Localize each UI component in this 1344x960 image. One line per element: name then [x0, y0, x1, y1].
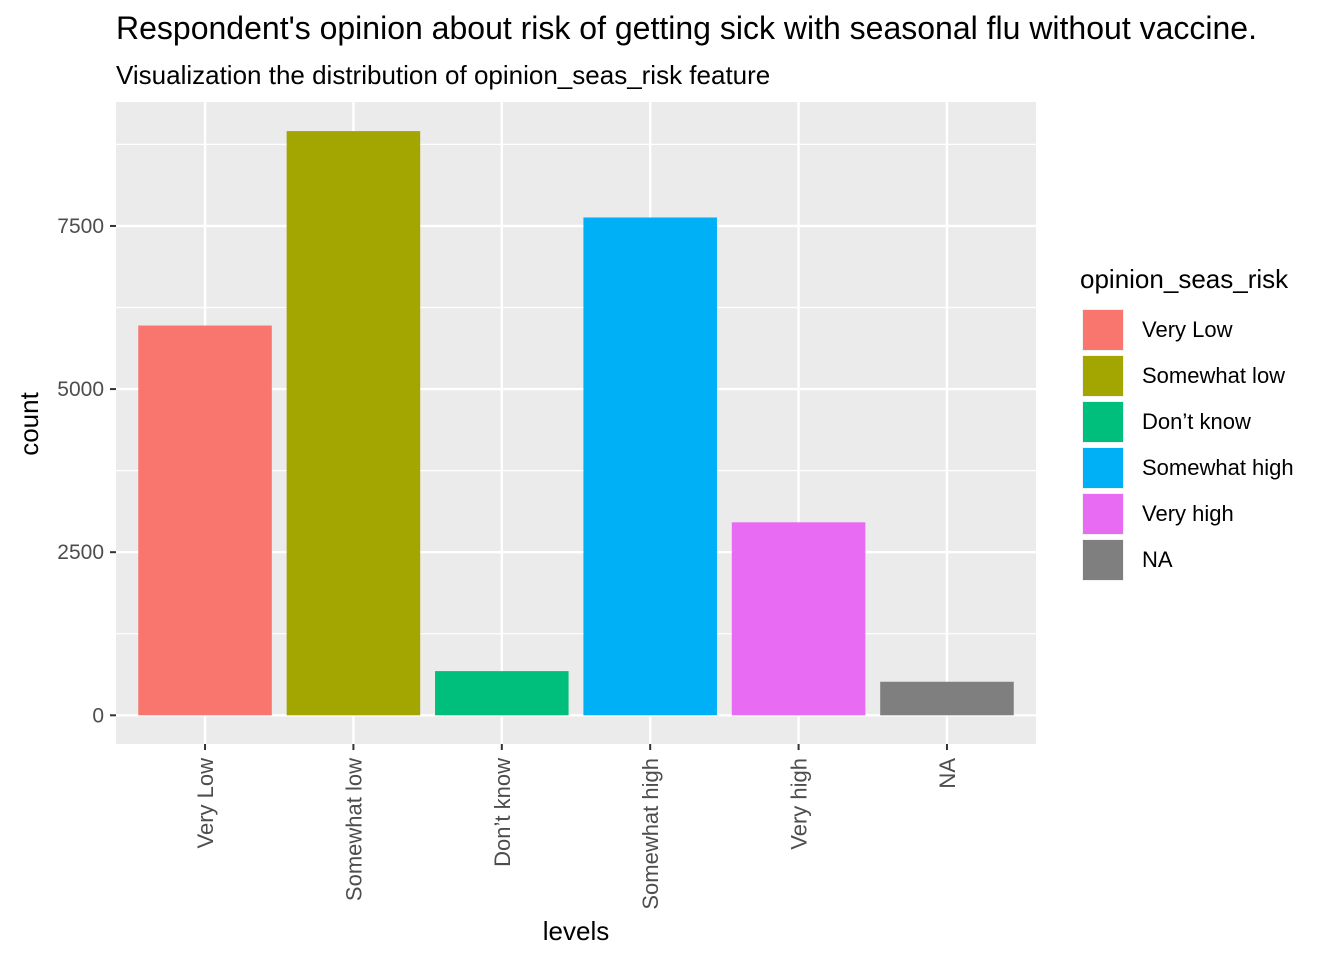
x-tick-label: Somewhat high: [638, 758, 663, 910]
legend-color-key: [1082, 309, 1124, 351]
y-axis: 0 2500 5000 7500: [57, 215, 116, 727]
legend-color-key: [1082, 355, 1124, 397]
legend-label: Somewhat high: [1142, 455, 1294, 480]
x-tick-label: Very high: [787, 758, 812, 850]
x-tick-label: Somewhat low: [341, 758, 366, 901]
chart-subtitle: Visualization the distribution of opinio…: [116, 60, 771, 90]
x-axis-title: levels: [543, 916, 609, 946]
legend-item: Very high: [1080, 491, 1294, 537]
legend-label: NA: [1142, 547, 1173, 572]
x-tick-label: Very Low: [193, 758, 218, 849]
chart-title: Respondent's opinion about risk of getti…: [116, 10, 1257, 46]
legend: opinion_seas_risk Very Low Somewhat low Do…: [1080, 264, 1294, 583]
y-tick-label: 2500: [57, 541, 104, 564]
bars: [138, 131, 1014, 716]
legend-item: NA: [1080, 537, 1294, 583]
bar-very-low: [138, 325, 272, 716]
legend-color-key: [1082, 447, 1124, 489]
bar-somewhat-low: [286, 131, 421, 716]
y-tick-label: 5000: [57, 378, 104, 401]
legend-item: Somewhat low: [1080, 353, 1294, 399]
legend-label: Very Low: [1142, 317, 1233, 342]
legend-color-key: [1082, 401, 1124, 443]
legend-label: Don’t know: [1142, 409, 1251, 434]
bar-na: [880, 681, 1014, 716]
legend-item: Very Low: [1080, 307, 1294, 353]
legend-item: Somewhat high: [1080, 445, 1294, 491]
y-tick-label: 0: [92, 704, 104, 727]
bar-somewhat-high: [583, 217, 717, 716]
y-tick-label: 7500: [57, 215, 104, 238]
legend-items: Very Low Somewhat low Don’t know Somewhat h…: [1080, 307, 1294, 583]
legend-label: Somewhat low: [1142, 363, 1286, 388]
legend-label: Very high: [1142, 501, 1234, 526]
legend-color-key: [1082, 493, 1124, 535]
bar-very-high: [731, 522, 866, 716]
legend-item: Don’t know: [1080, 399, 1294, 445]
legend-title: opinion_seas_risk: [1080, 264, 1289, 294]
y-axis-title: count: [14, 391, 44, 455]
legend-color-key: [1082, 539, 1124, 581]
x-tick-label: NA: [935, 758, 960, 789]
x-axis: Very Low Somewhat low Don’t know Somewhat h…: [193, 744, 960, 910]
x-tick-label: Don’t know: [490, 758, 515, 867]
bar-don-t-know: [435, 671, 569, 716]
